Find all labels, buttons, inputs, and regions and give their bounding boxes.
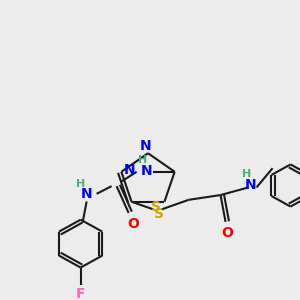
Text: N: N [124,163,135,177]
Text: N: N [245,178,256,193]
Text: H: H [242,169,251,179]
Text: H: H [138,155,147,165]
Text: F: F [76,287,86,300]
Text: S: S [152,200,161,214]
Text: N: N [141,164,152,178]
Text: O: O [128,218,140,232]
Text: H: H [76,179,85,189]
Text: O: O [222,226,233,240]
Text: N: N [81,187,92,201]
Text: S: S [154,207,164,221]
Text: N: N [140,139,152,153]
